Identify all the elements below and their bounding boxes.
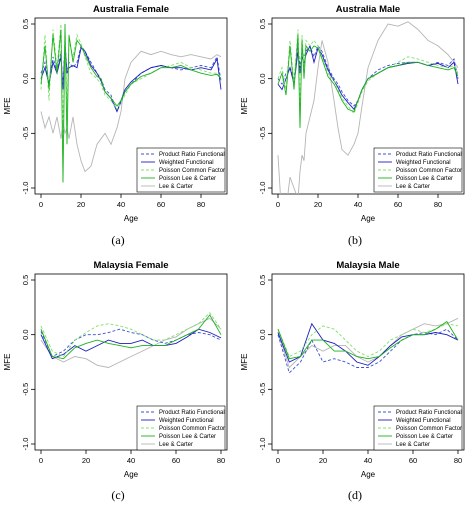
x-tick-label: 0: [39, 456, 43, 465]
chart-title: Australia Male: [336, 4, 400, 15]
legend-label: Poisson Lee & Carter: [396, 176, 453, 182]
x-tick-label: 40: [364, 456, 372, 465]
series-line-product-ratio-functional: [40, 328, 222, 358]
y-tick-label: 0.0: [21, 73, 30, 83]
plot-frame: [271, 17, 465, 195]
legend-label: Product Ratio Functional: [159, 410, 225, 416]
legend-label: Product Ratio Functional: [396, 410, 462, 416]
legend-label: Poisson Lee & Carter: [159, 434, 216, 440]
x-axis-label: Age: [361, 214, 376, 223]
x-tick-label: 60: [157, 200, 165, 209]
caption-c: (c): [111, 488, 125, 502]
y-tick-label: 0.5: [21, 19, 30, 29]
legend-label: Weighted Functional: [396, 418, 451, 424]
legend-label: Weighted Functional: [159, 418, 214, 424]
series-line-lee-carter: [277, 317, 459, 369]
y-tick-label: 0.5: [258, 275, 267, 285]
legend-label: Weighted Functional: [159, 160, 214, 166]
series-line-poisson-lee-carter: [277, 320, 459, 360]
x-axis-label: Age: [124, 214, 139, 223]
x-tick-label: 60: [394, 200, 402, 209]
legend-label: Poisson Common Factor: [159, 168, 225, 174]
legend-label: Lee & Carter: [159, 184, 193, 190]
legend-label: Lee & Carter: [159, 442, 193, 448]
x-tick-label: 0: [276, 456, 280, 465]
caption-a: (a): [111, 233, 125, 247]
legend-label: Product Ratio Functional: [159, 152, 225, 158]
series-line-lee-carter: [40, 50, 222, 173]
legend-label: Product Ratio Functional: [396, 152, 462, 158]
y-tick-label: 0.0: [258, 329, 267, 339]
x-tick-label: 40: [117, 200, 125, 209]
y-tick-label: -1.0: [21, 182, 30, 195]
x-tick-label: 80: [434, 200, 442, 209]
chart-title: Malaysia Female: [94, 260, 169, 271]
series-line-lee-carter: [277, 21, 459, 194]
y-tick-label: 0.5: [21, 275, 30, 285]
x-tick-label: 20: [82, 456, 90, 465]
x-tick-label: 40: [127, 456, 135, 465]
caption-b: (b): [348, 233, 362, 247]
y-tick-label: -1.0: [258, 438, 267, 451]
x-tick-label: 60: [172, 456, 180, 465]
chart-title: Australia Female: [93, 4, 169, 15]
x-tick-label: 80: [217, 456, 225, 465]
series-line-weighted-functional: [40, 328, 222, 360]
y-tick-label: -1.0: [21, 438, 30, 451]
y-tick-label: -0.5: [21, 127, 30, 140]
x-tick-label: 60: [409, 456, 417, 465]
x-tick-label: 80: [197, 200, 205, 209]
chart-panel-1: Australia Male 0 20 40 60 80 -1.0 -0.5 0.0 0.5 Age…: [240, 4, 465, 223]
y-tick-label: 0.0: [21, 329, 30, 339]
chart-panel-3: Malaysia Male 0 20 40 60 80 -1.0 -0.5 0.0 0.5 Age M…: [240, 260, 465, 479]
chart-panel-2: Malaysia Female 0 20 40 60 80 -1.0 -0.5 0.0 0.5 Ag…: [3, 260, 228, 479]
x-tick-label: 20: [77, 200, 85, 209]
y-tick-label: 0.0: [258, 73, 267, 83]
series-line-poisson-lee-carter: [40, 23, 222, 183]
legend-label: Poisson Common Factor: [159, 426, 225, 432]
x-tick-label: 20: [319, 456, 327, 465]
x-axis-label: Age: [124, 470, 139, 479]
legend-label: Poisson Lee & Carter: [159, 176, 216, 182]
y-tick-label: -0.5: [21, 383, 30, 396]
plot-frame: [34, 17, 228, 195]
y-axis-label: MFE: [3, 354, 12, 371]
series-line-poisson-common-factor: [40, 312, 222, 358]
series-line-poisson-lee-carter: [277, 34, 459, 128]
x-tick-label: 40: [354, 200, 362, 209]
legend-label: Poisson Lee & Carter: [396, 434, 453, 440]
x-axis-label: Age: [361, 470, 376, 479]
chart-title: Malaysia Male: [336, 260, 399, 271]
y-axis-label: MFE: [240, 354, 249, 371]
y-tick-label: -0.5: [258, 127, 267, 140]
y-axis-label: MFE: [240, 98, 249, 115]
legend-label: Lee & Carter: [396, 184, 430, 190]
x-tick-label: 20: [314, 200, 322, 209]
legend-label: Lee & Carter: [396, 442, 430, 448]
series-line-product-ratio-functional: [277, 328, 459, 374]
x-tick-label: 0: [276, 200, 280, 209]
chart-panel-0: Australia Female 0 20 40 60 80 -1.0 -0.5 0.0 0.5 A…: [3, 4, 228, 223]
y-tick-label: -0.5: [258, 383, 267, 396]
series-line-weighted-functional: [277, 322, 459, 366]
x-tick-label: 0: [39, 200, 43, 209]
x-tick-label: 80: [454, 456, 462, 465]
series-line-poisson-lee-carter: [40, 314, 222, 360]
series-line-poisson-common-factor: [277, 323, 459, 358]
y-tick-label: -1.0: [258, 182, 267, 195]
y-tick-label: 0.5: [258, 19, 267, 29]
legend-label: Weighted Functional: [396, 160, 451, 166]
legend-label: Poisson Common Factor: [396, 168, 462, 174]
caption-d: (d): [348, 488, 362, 502]
y-axis-label: MFE: [3, 98, 12, 115]
legend-label: Poisson Common Factor: [396, 426, 462, 432]
